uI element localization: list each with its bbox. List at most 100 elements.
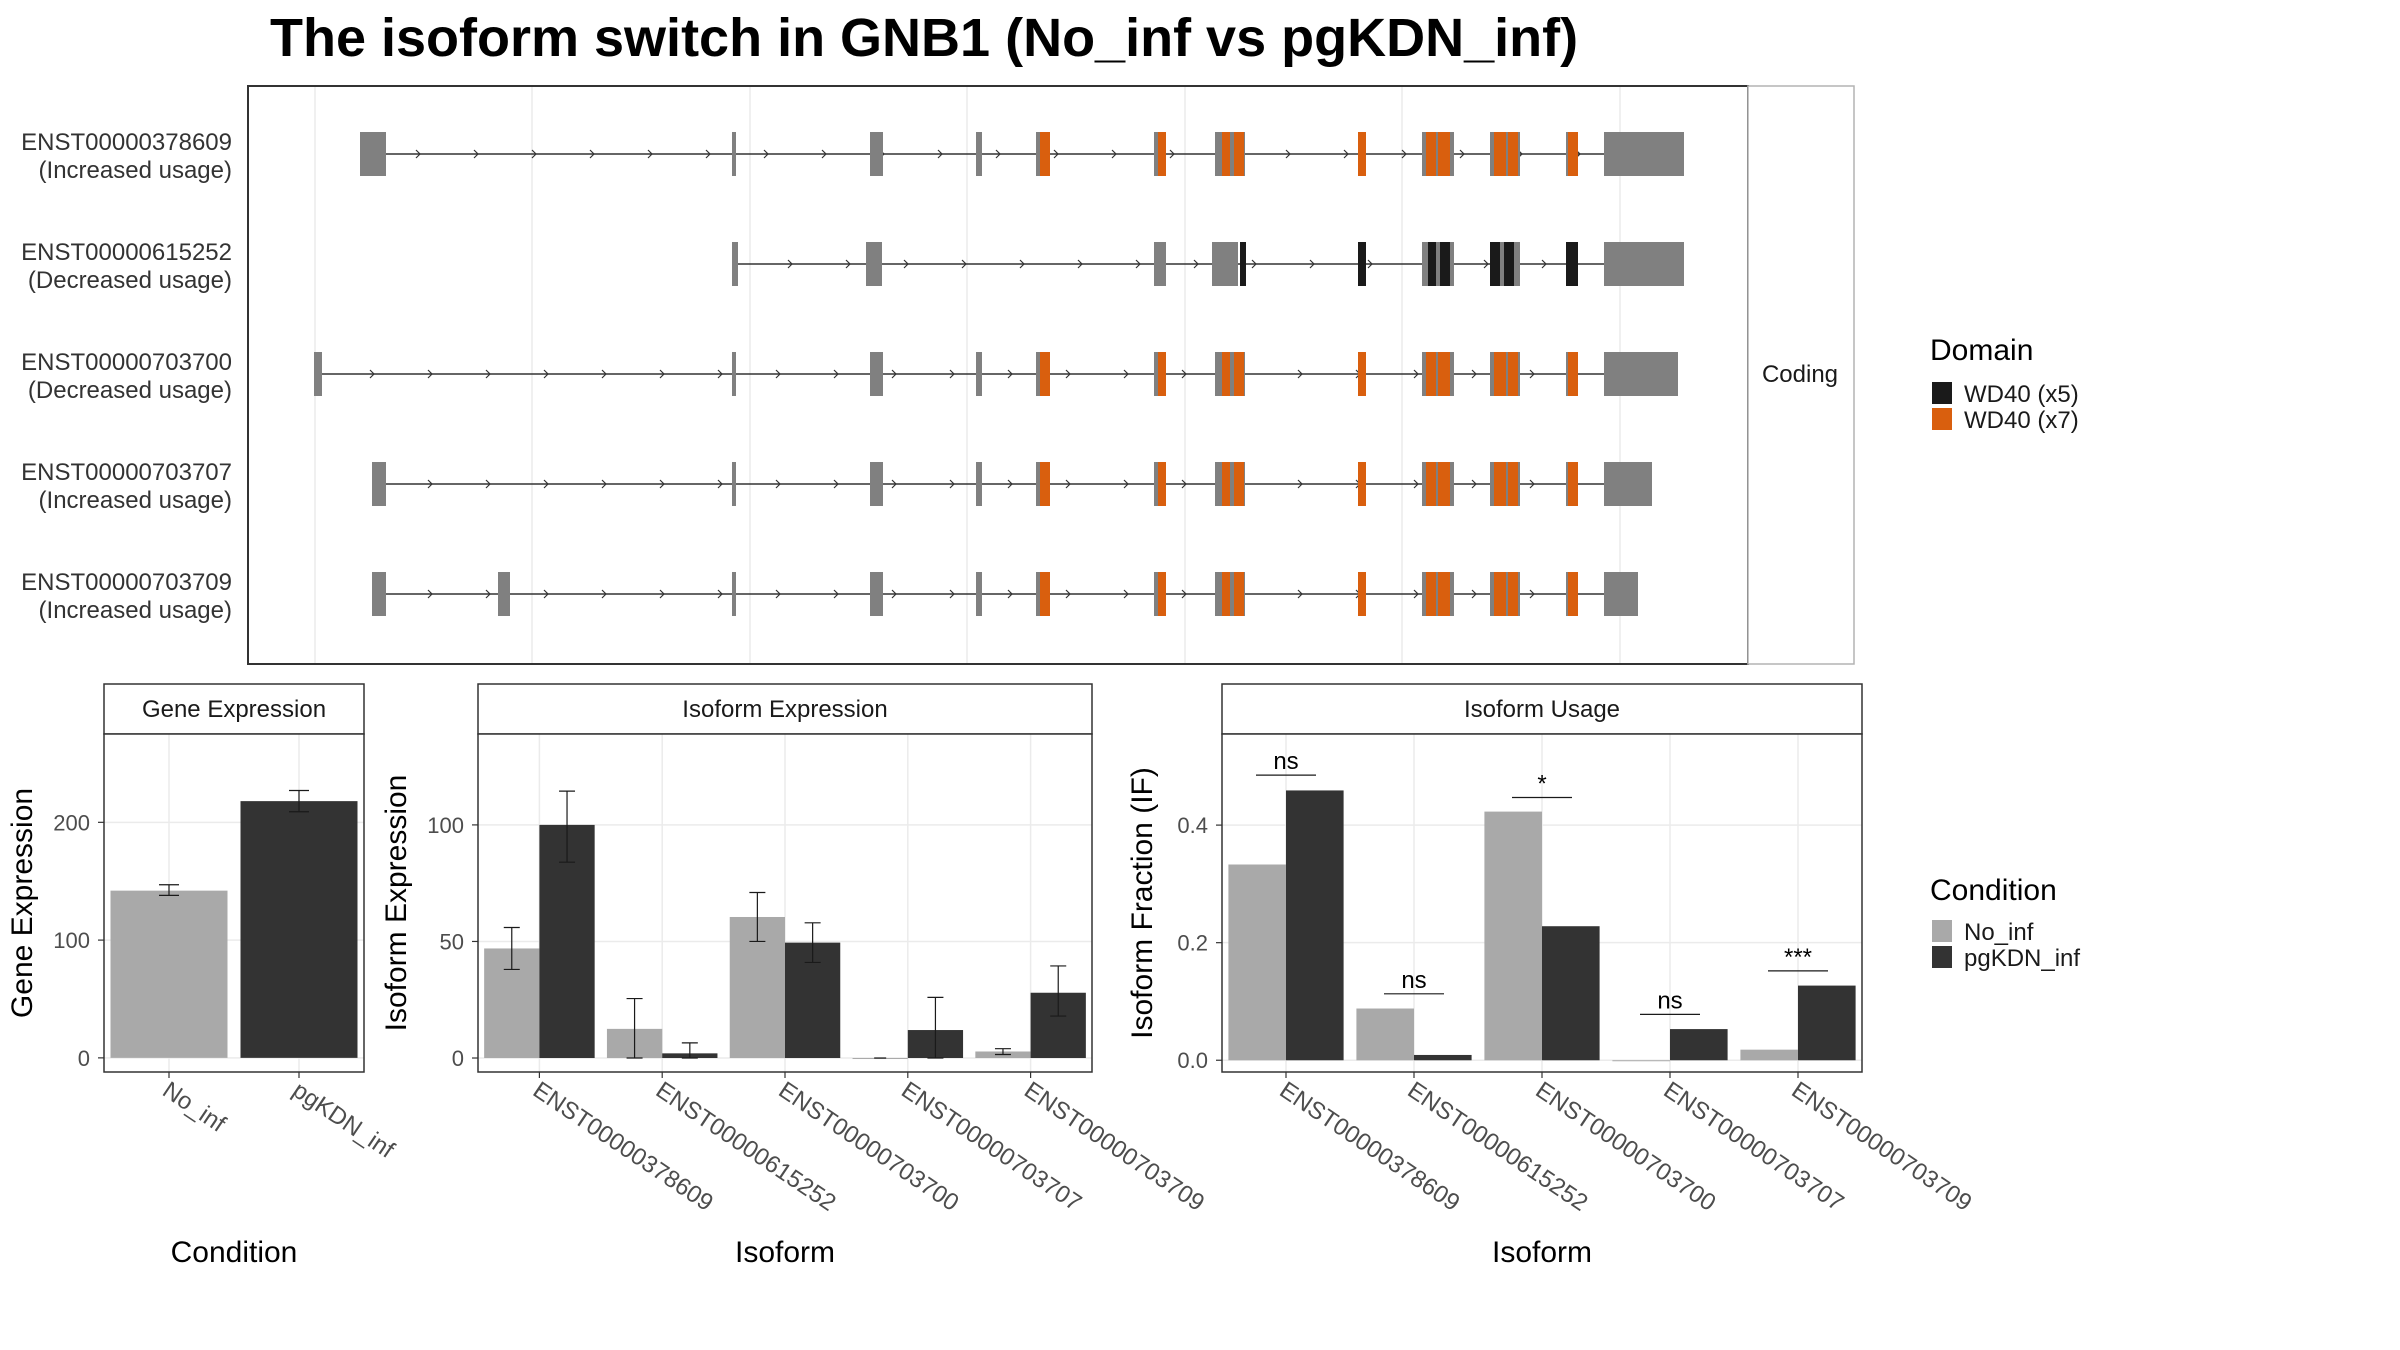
bar xyxy=(1612,1060,1670,1062)
strand-arrow xyxy=(949,369,955,379)
bar xyxy=(240,801,358,1058)
isoform-usage-label: (Decreased usage) xyxy=(28,267,232,294)
strand-arrow xyxy=(1181,589,1187,599)
domain-block xyxy=(1426,352,1436,396)
isoform-usage-label: (Increased usage) xyxy=(39,597,232,624)
bar xyxy=(1542,926,1600,1061)
exon-block xyxy=(732,352,736,396)
y-tick-label: 50 xyxy=(440,929,464,954)
domain-block xyxy=(1358,572,1366,616)
strand-arrow xyxy=(659,369,665,379)
strand-arrow xyxy=(1471,589,1477,599)
domain-block xyxy=(1158,462,1166,506)
x-tick-label: pgKDN_inf xyxy=(288,1077,400,1164)
exon-block xyxy=(976,132,982,176)
exon-block xyxy=(878,132,883,176)
domain-block xyxy=(1426,572,1436,616)
legend-key-pgkdn-inf xyxy=(1932,946,1952,968)
strand-arrow xyxy=(1541,259,1547,269)
exon-block xyxy=(372,572,386,616)
condition-legend: Condition No_inf pgKDN_inf xyxy=(1930,874,2080,972)
bar xyxy=(1228,864,1286,1061)
domain-block xyxy=(1494,572,1506,616)
isoform-labels: ENST00000378609(Increased usage)ENST0000… xyxy=(21,129,232,624)
exon-block xyxy=(498,572,510,616)
strand-arrow xyxy=(1123,479,1129,489)
strand-arrow xyxy=(717,589,723,599)
isoform-track xyxy=(314,352,1678,396)
strand-arrow xyxy=(891,479,897,489)
strand-arrow xyxy=(705,149,711,159)
bar xyxy=(1484,811,1542,1061)
strand-arrow xyxy=(949,479,955,489)
strand-arrow xyxy=(937,149,943,159)
x-axis-title: Condition xyxy=(171,1236,298,1269)
isoform-usage-label: (Increased usage) xyxy=(39,487,232,514)
isoform-id-label: ENST00000378609 xyxy=(21,129,232,156)
strand-arrow xyxy=(833,479,839,489)
exon-block xyxy=(870,132,878,176)
isoform-usage-label: (Decreased usage) xyxy=(28,377,232,404)
bar xyxy=(539,824,595,1059)
domain-block xyxy=(1234,352,1244,396)
domain-block xyxy=(1426,462,1436,506)
significance-label: *** xyxy=(1784,944,1812,971)
bar xyxy=(1356,1008,1414,1061)
domain-block xyxy=(1222,132,1230,176)
strand-arrow xyxy=(1065,589,1071,599)
exon-block xyxy=(1604,132,1684,176)
strand-arrow xyxy=(1529,479,1535,489)
y-tick-label: 0 xyxy=(78,1046,90,1071)
strip-label-coding: Coding xyxy=(1762,361,1838,388)
exon-block xyxy=(1604,462,1652,506)
strand-arrow xyxy=(647,149,653,159)
strand-arrow xyxy=(1529,589,1535,599)
y-axis-title: Isoform Expression xyxy=(380,775,413,1032)
strand-arrow xyxy=(1123,589,1129,599)
strand-arrow xyxy=(775,589,781,599)
domain-block xyxy=(1568,462,1578,506)
strand-arrow xyxy=(1285,149,1291,159)
domain-block xyxy=(1158,572,1166,616)
isoform-id-label: ENST00000703709 xyxy=(21,569,232,596)
panel-strip-title: Isoform Expression xyxy=(682,696,887,723)
strand-arrow xyxy=(369,369,375,379)
domain-block xyxy=(1222,462,1230,506)
panel-border xyxy=(103,733,365,1073)
strand-arrow xyxy=(427,369,433,379)
strand-arrow xyxy=(775,369,781,379)
domain-block xyxy=(1234,132,1244,176)
y-tick-label: 100 xyxy=(427,813,464,838)
domain-block xyxy=(1428,242,1436,286)
isoform-id-label: ENST00000703700 xyxy=(21,349,232,376)
strand-arrow xyxy=(717,369,723,379)
domain-block xyxy=(1222,352,1230,396)
exon-block xyxy=(1604,572,1638,616)
y-tick-label: 0.4 xyxy=(1177,813,1208,838)
strand-arrow xyxy=(1367,259,1373,269)
domain-block xyxy=(1234,462,1244,506)
domain-legend: Domain WD40 (x5) WD40 (x7) xyxy=(1930,334,2079,434)
strand-arrow xyxy=(589,149,595,159)
domain-block xyxy=(1426,132,1436,176)
isoform-track xyxy=(732,242,1684,286)
strand-arrow xyxy=(1459,149,1465,159)
y-tick-label: 100 xyxy=(53,928,90,953)
panel-strip xyxy=(103,683,365,735)
significance-label: * xyxy=(1537,770,1546,797)
strand-arrow xyxy=(1297,369,1303,379)
bar xyxy=(1286,790,1344,1061)
x-tick-label: No_inf xyxy=(158,1077,231,1138)
exon-block xyxy=(878,462,883,506)
exon-block xyxy=(732,132,736,176)
y-axis-title: Isoform Fraction (IF) xyxy=(1126,767,1159,1039)
strand-arrow xyxy=(1181,479,1187,489)
exon-block xyxy=(1604,352,1678,396)
domain-block xyxy=(1158,352,1166,396)
exon-block xyxy=(1604,242,1684,286)
domain-block xyxy=(1222,572,1230,616)
legend-label-no-inf: No_inf xyxy=(1964,919,2034,946)
domain-legend-title: Domain xyxy=(1930,334,2033,367)
panel-strip xyxy=(477,683,1093,735)
strand-arrow xyxy=(1471,479,1477,489)
